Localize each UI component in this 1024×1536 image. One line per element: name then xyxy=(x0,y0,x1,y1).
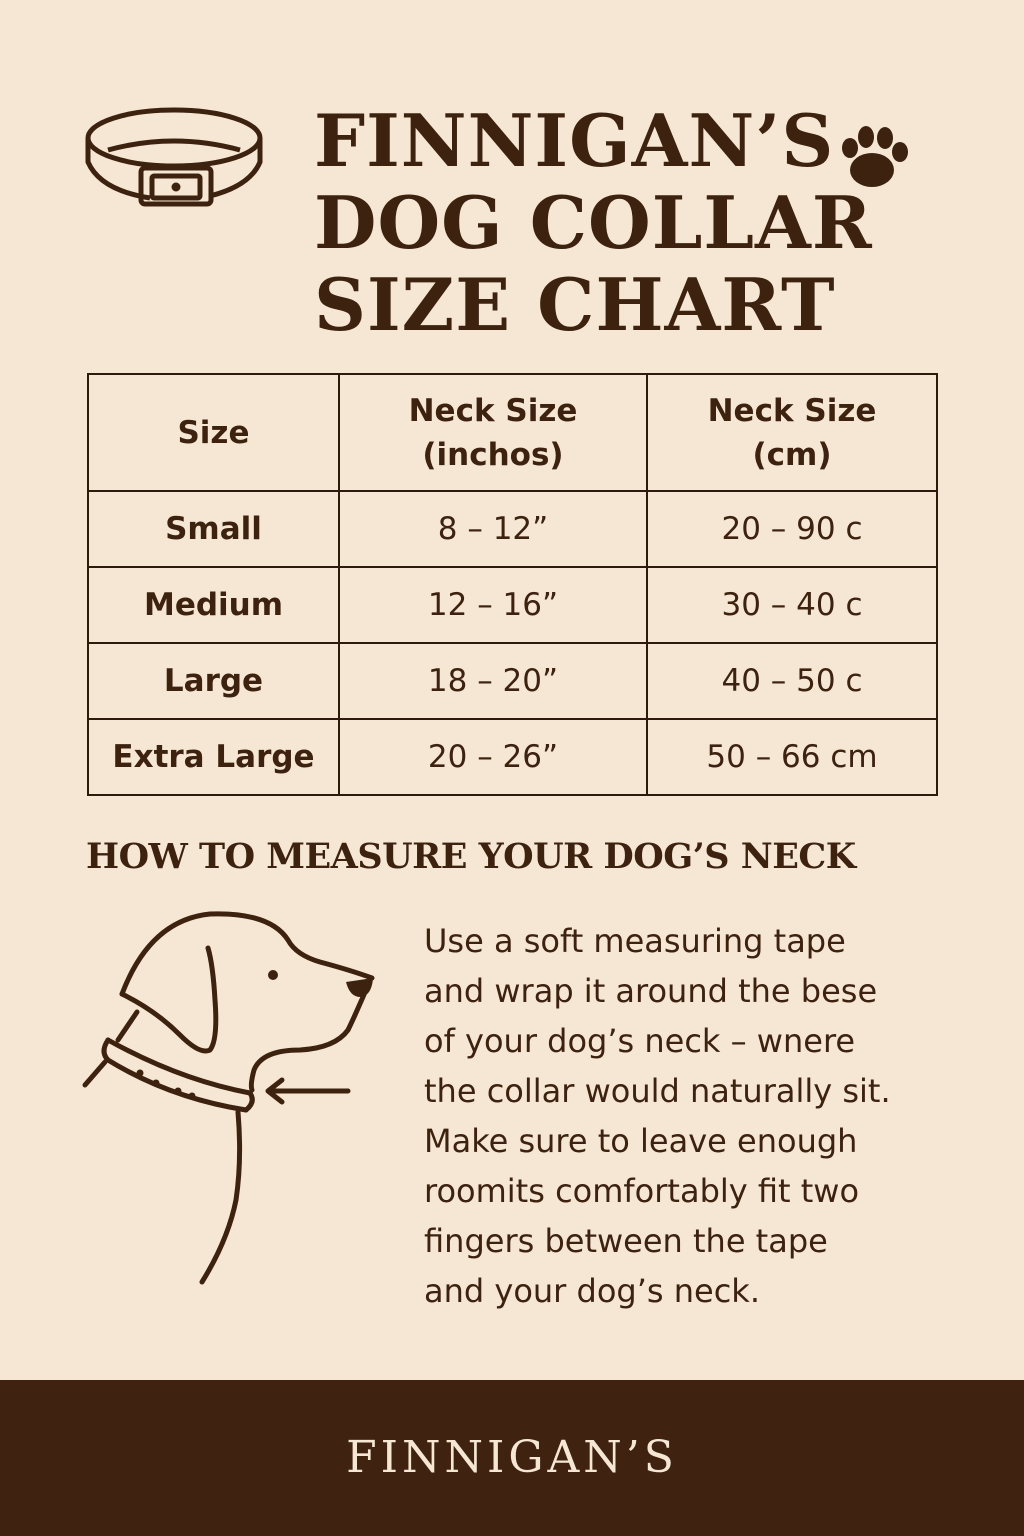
dog-collar-icon xyxy=(85,107,263,207)
header-size: Size xyxy=(87,373,340,492)
dog-eye xyxy=(268,970,278,980)
size-cell: Medium xyxy=(87,566,340,644)
footer-brand: FINNIGAN’S xyxy=(346,1432,678,1483)
instruction-line: and your dog’s neck. xyxy=(424,1272,760,1310)
table-row: Small 8 – 12” 20 – 90 c xyxy=(87,490,938,568)
instruction-line: and wrap it around the bese xyxy=(424,972,878,1010)
header-text: Size xyxy=(177,414,250,451)
header-text: Neck Size xyxy=(408,392,578,429)
howto-instructions: Use a soft measuring tape and wrap it ar… xyxy=(424,916,984,1316)
header-cm: Neck Size (cm) xyxy=(646,373,938,492)
title-line: SIZE CHART xyxy=(314,262,836,347)
table-row: Extra Large 20 – 26” 50 – 66 cm xyxy=(87,718,938,796)
header-inches: Neck Size (inchos) xyxy=(338,373,648,492)
instruction-line: fingers between the tape xyxy=(424,1222,828,1260)
cm-cell: 30 – 40 c xyxy=(646,566,938,644)
inches-cell: 18 – 20” xyxy=(338,642,648,720)
instruction-line: of your dog’s neck – wnere xyxy=(424,1022,856,1060)
footer-bar: FINNIGAN’S xyxy=(0,1380,1024,1536)
header-text: (cm) xyxy=(752,436,832,473)
header-text: (inchos) xyxy=(422,436,564,473)
cm-cell: 20 – 90 c xyxy=(646,490,938,568)
instruction-line: Use a soft measuring tape xyxy=(424,922,846,960)
inches-cell: 20 – 26” xyxy=(338,718,648,796)
table-header-row: Size Neck Size (inchos) Neck Size (cm) xyxy=(87,373,938,492)
dog-features xyxy=(136,970,373,1100)
cm-cell: 50 – 66 cm xyxy=(646,718,938,796)
size-cell: Extra Large xyxy=(87,718,340,796)
howto-heading: HOW TO MEASURE YOUR DOG’S NECK xyxy=(86,836,856,877)
instruction-line: Make sure to leave enough xyxy=(424,1122,858,1160)
title-line: FINNIGAN’S xyxy=(314,98,835,183)
dog-nose xyxy=(346,978,373,998)
size-cell: Small xyxy=(87,490,340,568)
table-row: Large 18 – 20” 40 – 50 c xyxy=(87,642,938,720)
inches-cell: 12 – 16” xyxy=(338,566,648,644)
paw-print-icon xyxy=(842,126,908,187)
inches-cell: 8 – 12” xyxy=(338,490,648,568)
page-title: FINNIGAN’S DOG COLLAR SIZE CHART xyxy=(314,100,873,346)
title-line: DOG COLLAR xyxy=(314,180,873,265)
dog-illustration xyxy=(82,911,375,1285)
header-text: Neck Size xyxy=(707,392,877,429)
instruction-line: the collar would naturally sit. xyxy=(424,1072,891,1110)
cm-cell: 40 – 50 c xyxy=(646,642,938,720)
size-table: Size Neck Size (inchos) Neck Size (cm) Sma… xyxy=(87,373,938,796)
table-row: Medium 12 – 16” 30 – 40 c xyxy=(87,566,938,644)
instruction-line: roomits comfortably fit two xyxy=(424,1172,860,1210)
size-cell: Large xyxy=(87,642,340,720)
